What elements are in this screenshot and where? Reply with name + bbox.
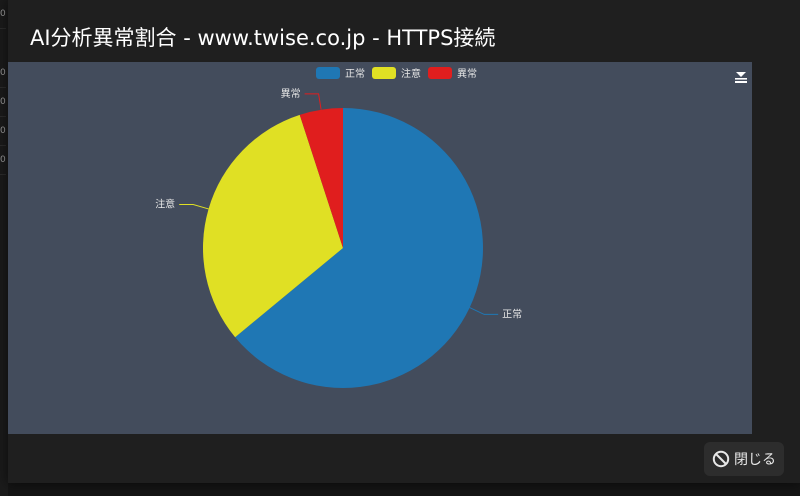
pie-label-line-1 xyxy=(179,203,209,210)
chart-area: 正常 注意 異常 正常 注意 異常 xyxy=(8,62,752,434)
pie-label-line-2 xyxy=(304,93,322,110)
pie-labels: 正常 注意 異常 xyxy=(155,87,522,321)
chart-legend: 正常 注意 異常 xyxy=(316,67,477,80)
close-button[interactable]: 閉じる xyxy=(704,442,784,476)
pie-label-2: 異常 xyxy=(281,87,301,100)
legend-swatch-1[interactable] xyxy=(372,67,396,79)
legend-label-2[interactable]: 異常 xyxy=(457,67,477,80)
legend-swatch-0[interactable] xyxy=(316,67,340,79)
pie-label-0: 正常 xyxy=(502,307,522,320)
chart-dialog: AI分析異常割合 - www.twise.co.jp - HTTPS接続 正常注… xyxy=(8,0,800,483)
background-tick: 0 xyxy=(0,0,6,29)
background-tick: 0 xyxy=(0,146,6,175)
legend-swatch-2[interactable] xyxy=(428,67,452,79)
background-tick: 0 xyxy=(0,59,6,88)
pie-slice-1[interactable] xyxy=(202,114,343,338)
pie-label-line-0 xyxy=(469,307,499,315)
pie-slices xyxy=(202,108,484,388)
background-tick: 0 xyxy=(0,117,6,146)
close-button-label: 閉じる xyxy=(734,452,776,468)
legend-label-0[interactable]: 正常 xyxy=(345,67,365,80)
dialog-title: AI分析異常割合 - www.twise.co.jp - HTTPS接続 xyxy=(30,26,496,50)
save-image-icon[interactable] xyxy=(734,70,748,84)
pie-slice-0[interactable] xyxy=(235,108,484,388)
pie-label-1: 注意 xyxy=(155,197,175,210)
legend-label-1[interactable]: 注意 xyxy=(401,67,421,80)
background-tick: 0 xyxy=(0,88,6,117)
pie-slice-2[interactable] xyxy=(299,108,343,248)
ban-icon xyxy=(712,450,730,468)
background-edge: 0 0 0 0 0 xyxy=(0,0,8,496)
